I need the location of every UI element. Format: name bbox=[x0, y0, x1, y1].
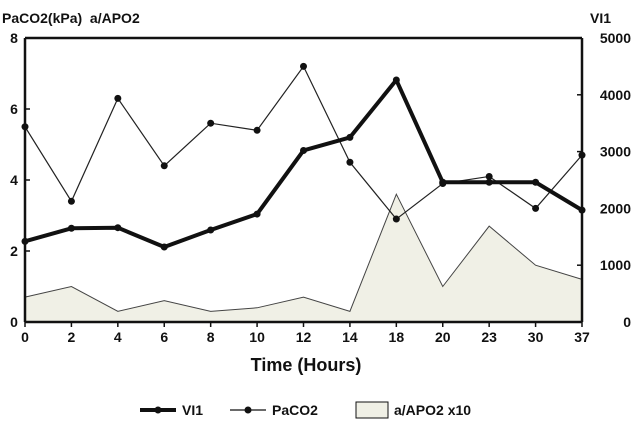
x-tick-label: 10 bbox=[249, 329, 265, 345]
vi1-point bbox=[392, 76, 400, 84]
x-tick-label: 6 bbox=[160, 329, 168, 345]
x-tick-label: 30 bbox=[528, 329, 544, 345]
x-tick-label: 14 bbox=[342, 329, 358, 345]
legend-paco2-label: PaCO2 bbox=[272, 402, 318, 418]
paco2-point bbox=[485, 172, 493, 180]
y-right-tick-label: 3000 bbox=[600, 144, 631, 160]
x-tick-label: 23 bbox=[481, 329, 497, 345]
paco2-point bbox=[346, 158, 354, 166]
paco2-point bbox=[300, 62, 307, 70]
y-right-tick-label: 5000 bbox=[600, 30, 631, 46]
legend-aapo2-label: a/APO2 x10 bbox=[394, 402, 471, 418]
y-left-tick-label: 4 bbox=[10, 172, 18, 188]
paco2-point bbox=[160, 162, 168, 170]
right-axis-title: VI1 bbox=[590, 10, 611, 26]
y-left-tick-label: 2 bbox=[10, 243, 18, 259]
vi1-point bbox=[67, 224, 75, 232]
x-tick-label: 2 bbox=[68, 329, 76, 345]
vi1-point bbox=[160, 243, 168, 251]
x-axis-title: Time (Hours) bbox=[251, 355, 362, 375]
paco2-point bbox=[253, 126, 261, 134]
paco2-point bbox=[532, 204, 540, 212]
legend-paco2-marker bbox=[244, 406, 252, 414]
vi1-point bbox=[485, 178, 493, 186]
left-axis-title: PaCO2(kPa) a/APO2 bbox=[2, 10, 140, 26]
vi1-point bbox=[532, 178, 540, 186]
y-left-tick-label: 0 bbox=[10, 314, 18, 330]
aapo2-area-fill bbox=[25, 194, 582, 322]
vi1-point bbox=[439, 178, 447, 186]
vi1-point bbox=[207, 226, 215, 234]
paco2-line bbox=[24, 65, 583, 220]
vi1-point bbox=[21, 237, 29, 245]
x-tick-label: 18 bbox=[389, 329, 405, 345]
vi1-point bbox=[300, 146, 307, 154]
aapo2-area-edge bbox=[24, 192, 583, 312]
paco2-point bbox=[67, 197, 75, 205]
paco2-point bbox=[207, 119, 215, 127]
tick-layer: 0 2 4 6 8 10 12 14 18 20 23 30 37 0 2 4 6 8 0 1000 2000 3000 4… bbox=[10, 30, 631, 345]
paco2-point bbox=[578, 151, 586, 159]
vi1-point bbox=[253, 210, 261, 218]
x-tick-label: 8 bbox=[207, 329, 215, 345]
area-series-layer bbox=[24, 192, 583, 322]
vi1-point bbox=[346, 133, 354, 141]
vi1-point bbox=[114, 224, 122, 232]
paco2-point bbox=[21, 123, 29, 131]
legend-vi1-marker bbox=[154, 406, 162, 414]
x-tick-label: 12 bbox=[296, 329, 312, 345]
legend-vi1-label: VI1 bbox=[182, 402, 203, 418]
legend: VI1 PaCO2 a/APO2 x10 bbox=[140, 401, 471, 419]
paco2-point bbox=[114, 94, 122, 102]
y-right-tick-label: 4000 bbox=[600, 87, 631, 103]
vi1-line bbox=[24, 78, 584, 250]
x-tick-label: 4 bbox=[114, 329, 122, 345]
x-tick-label: 0 bbox=[21, 329, 29, 345]
line-series-layer bbox=[21, 62, 586, 251]
legend-aapo2-swatch bbox=[355, 401, 389, 419]
y-right-tick-label: 1000 bbox=[600, 257, 631, 273]
x-tick-label: 37 bbox=[574, 329, 590, 345]
paco2-point bbox=[392, 215, 400, 223]
y-left-tick-label: 6 bbox=[10, 101, 18, 117]
vi1-point bbox=[578, 206, 586, 214]
x-tick-label: 20 bbox=[435, 329, 451, 345]
y-left-tick-label: 8 bbox=[10, 30, 18, 46]
y-right-tick-label: 2000 bbox=[600, 200, 631, 216]
y-right-tick-label: 0 bbox=[623, 314, 631, 330]
